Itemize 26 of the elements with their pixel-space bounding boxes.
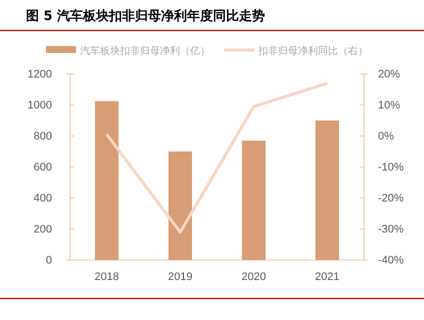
bar [242,140,266,260]
y2-tick-label: 20% [378,68,400,81]
x-tick-label: 2021 [315,270,340,283]
bar [94,101,119,260]
line-series [105,82,329,234]
y-tick-label: 200 [34,224,52,236]
legend-label: 汽车板块扣非归母净利（亿） [80,45,210,57]
y2-tick-label: -40% [378,254,404,267]
y2-tick-label: 10% [378,100,400,112]
y-tick-label: 1200 [28,68,52,81]
y-tick-label: 800 [34,130,52,143]
y2-tick-label: -20% [378,192,404,205]
legend-label: 扣非归母净利同比（右） [257,45,368,57]
x-tick-label: 2020 [242,270,266,283]
bar [168,152,192,260]
y2-tick-label: 0% [378,130,394,143]
y-tick-label: 600 [34,162,52,174]
x-tick-label: 2019 [168,270,192,283]
bar [315,120,340,260]
x-tick-label: 2018 [94,270,119,283]
y-tick-label: 1000 [28,100,52,112]
y-tick-label: 400 [34,192,52,205]
y2-tick-label: -30% [378,224,404,236]
y-tick-label: 0 [46,254,52,267]
chart-title: 图 5 汽车板块扣非归母净利年度同比走势 [26,8,266,24]
y2-tick-label: -10% [378,162,404,174]
